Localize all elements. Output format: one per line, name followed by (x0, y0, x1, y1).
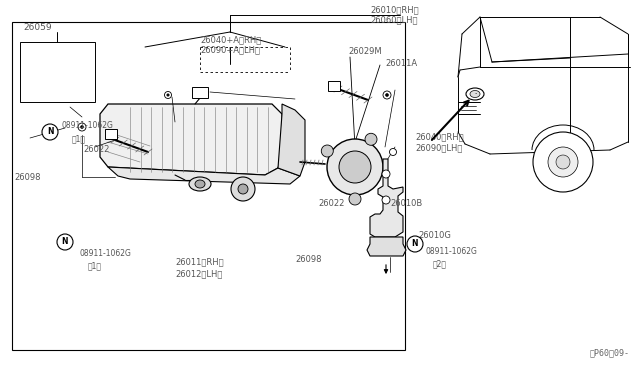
Bar (328, 81, 340, 91)
Text: 26040+A〈RH〉: 26040+A〈RH〉 (200, 35, 261, 45)
Text: 08911-1062G: 08911-1062G (62, 122, 114, 131)
Circle shape (81, 125, 83, 128)
Bar (105, 129, 117, 139)
Ellipse shape (470, 90, 480, 97)
Text: 26060〈LH〉: 26060〈LH〉 (370, 16, 417, 25)
Text: 26010B: 26010B (390, 199, 422, 208)
Circle shape (365, 133, 377, 145)
Ellipse shape (189, 177, 211, 191)
Polygon shape (370, 159, 403, 237)
Text: 26022: 26022 (83, 145, 109, 154)
Text: 26010G: 26010G (418, 231, 451, 241)
Text: 08911-1062G: 08911-1062G (425, 247, 477, 257)
Text: 26012〈LH〉: 26012〈LH〉 (175, 269, 222, 279)
Circle shape (231, 177, 255, 201)
Circle shape (382, 170, 390, 178)
Text: 26098: 26098 (14, 173, 40, 182)
Text: （1）: （1） (72, 135, 86, 144)
Circle shape (385, 93, 388, 96)
Circle shape (407, 236, 423, 252)
Circle shape (167, 94, 169, 96)
Text: ..: .. (474, 90, 477, 96)
Text: 26029M: 26029M (348, 48, 381, 57)
Text: 08911-1062G: 08911-1062G (80, 250, 132, 259)
Circle shape (533, 132, 593, 192)
Circle shape (238, 184, 248, 194)
Polygon shape (367, 237, 406, 256)
Text: 26090〈LH〉: 26090〈LH〉 (415, 144, 462, 153)
Text: 26040〈RH〉: 26040〈RH〉 (415, 132, 463, 141)
Circle shape (57, 234, 73, 250)
Circle shape (78, 123, 86, 131)
Bar (192, 87, 208, 98)
Polygon shape (100, 104, 282, 175)
Circle shape (349, 193, 361, 205)
Polygon shape (108, 167, 300, 184)
Circle shape (556, 155, 570, 169)
Text: 26010〈RH〉: 26010〈RH〉 (370, 6, 419, 15)
Text: N: N (61, 237, 68, 247)
Text: （1）: （1） (88, 262, 102, 270)
Text: N: N (47, 128, 53, 137)
Text: 26059: 26059 (24, 23, 52, 32)
Circle shape (327, 139, 383, 195)
Text: 26098: 26098 (295, 256, 321, 264)
Text: （2）: （2） (433, 260, 447, 269)
Circle shape (548, 147, 578, 177)
Ellipse shape (195, 180, 205, 188)
Circle shape (390, 148, 397, 155)
Circle shape (164, 92, 172, 99)
Circle shape (321, 145, 333, 157)
Circle shape (383, 91, 391, 99)
Text: 26011A: 26011A (385, 60, 417, 68)
Text: N: N (412, 240, 419, 248)
Text: ᴀP60⁂09-: ᴀP60⁂09- (590, 348, 630, 357)
Text: 26090+A〈LH〉: 26090+A〈LH〉 (200, 45, 260, 55)
Text: 26011〈RH〉: 26011〈RH〉 (175, 257, 223, 266)
Text: 26022: 26022 (318, 199, 344, 208)
Circle shape (42, 124, 58, 140)
Bar (20, 42, 95, 102)
Polygon shape (278, 104, 305, 176)
Circle shape (382, 196, 390, 204)
Ellipse shape (466, 88, 484, 100)
Circle shape (339, 151, 371, 183)
Bar (12, 22, 405, 350)
